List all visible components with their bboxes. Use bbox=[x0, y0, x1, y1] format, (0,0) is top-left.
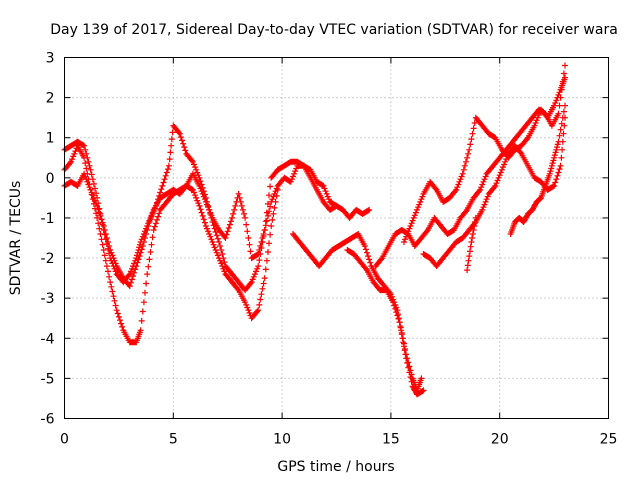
chart-title: Day 139 of 2017, Sidereal Day-to-day VTE… bbox=[50, 22, 618, 38]
series-8-markers bbox=[420, 114, 568, 270]
series-1-markers bbox=[61, 138, 373, 286]
x-axis-label: GPS time / hours bbox=[277, 459, 394, 475]
y-tick-label: -1 bbox=[41, 211, 55, 227]
data-series-group bbox=[61, 62, 568, 398]
y-tick-label: -3 bbox=[41, 291, 55, 307]
x-tick-label: 10 bbox=[273, 432, 291, 448]
y-tick-label: 2 bbox=[46, 91, 55, 107]
series-3-markers bbox=[61, 142, 281, 346]
y-tick-label: 3 bbox=[46, 51, 55, 67]
x-tick-label: 15 bbox=[382, 432, 400, 448]
grid-lines bbox=[64, 57, 609, 419]
axis-ticks bbox=[64, 57, 609, 419]
y-tick-label: -6 bbox=[41, 412, 55, 428]
x-tick-label: 20 bbox=[491, 432, 509, 448]
y-tick-label: -4 bbox=[41, 331, 55, 347]
x-tick-label: 5 bbox=[169, 432, 178, 448]
y-axis-label: SDTVAR / TECUs bbox=[8, 181, 24, 296]
x-tick-label: 0 bbox=[60, 432, 69, 448]
series-9-markers bbox=[507, 102, 568, 237]
series-5-markers bbox=[344, 247, 425, 394]
y-tick-label: -5 bbox=[41, 371, 55, 387]
y-tick-label: -2 bbox=[41, 251, 55, 267]
y-tick-label: 1 bbox=[46, 131, 55, 147]
x-tick-label: 25 bbox=[600, 432, 618, 448]
y-tick-label: 0 bbox=[46, 171, 55, 187]
plot-frame bbox=[64, 57, 609, 419]
series-10-markers bbox=[464, 214, 479, 274]
y-tick-labels: -6 -5 -4 -3 -2 -1 0 1 2 3 bbox=[41, 51, 55, 428]
x-tick-labels: 0 5 10 15 20 25 bbox=[60, 432, 617, 448]
series-7-markers bbox=[401, 74, 568, 245]
series-4-markers bbox=[290, 231, 427, 398]
